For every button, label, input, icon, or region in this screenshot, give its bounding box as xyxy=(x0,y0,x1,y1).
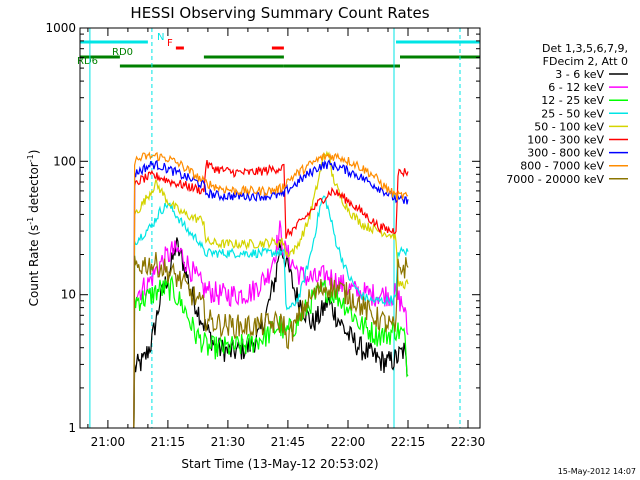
y-tick-label: 1000 xyxy=(45,21,76,35)
y-axis-label: Count Rate (s-1 detector-1) xyxy=(26,150,41,307)
status-rd0-label: RD0 xyxy=(112,47,133,58)
x-tick-label: 22:30 xyxy=(451,435,486,449)
status-n-label: N xyxy=(157,32,164,43)
y-tick-label: 1 xyxy=(68,421,76,435)
y-tick-label: 100 xyxy=(53,154,76,168)
x-tick-label: 21:15 xyxy=(151,435,186,449)
x-axis: 21:00 21:15 21:30 21:45 22:00 22:15 22:30 xyxy=(87,28,486,449)
x-tick-label: 22:15 xyxy=(391,435,426,449)
legend-label-50-100-kev: 50 - 100 keV xyxy=(534,120,604,133)
y-tick-label: 10 xyxy=(61,288,76,302)
y-axis-label-sup: -1 xyxy=(26,217,35,225)
legend-label-12-25-kev: 12 - 25 keV xyxy=(541,94,604,107)
series-800-7000-kev xyxy=(133,151,409,429)
x-tick-label: 21:30 xyxy=(211,435,246,449)
status-f-label: F xyxy=(167,38,173,49)
series-7000-20000-kev xyxy=(133,251,409,429)
legend-label-800-7000-kev: 800 - 7000 keV xyxy=(520,160,604,173)
timestamp: 15-May-2012 14:07 xyxy=(558,467,636,476)
x-tick-label: 22:00 xyxy=(331,435,366,449)
series-100-300-kev xyxy=(133,160,409,429)
x-tick-label: 21:45 xyxy=(271,435,306,449)
y-axis: 1 10 100 1000 xyxy=(45,21,480,435)
status-bars: NF RD0 RD6 xyxy=(77,32,480,68)
legend-label-25-50-kev: 25 - 50 keV xyxy=(541,107,604,120)
legend: Det 1,3,5,6,7,9,FDecim 2, Att 03 - 6 keV… xyxy=(506,42,628,186)
legend-label-3-6-kev: 3 - 6 keV xyxy=(555,68,604,81)
y-axis-label-main: Count Rate (s xyxy=(27,225,41,307)
legend-label-7000-20000-kev: 7000 - 20000 keV xyxy=(506,173,604,186)
chart-title: HESSI Observing Summary Count Rates xyxy=(130,4,429,22)
series-25-50-kev xyxy=(133,195,409,429)
y-axis-label-mid: detector xyxy=(27,162,41,217)
legend-label-6-12-kev: 6 - 12 keV xyxy=(548,81,604,94)
series-3-6-kev xyxy=(133,237,409,429)
plot-frame xyxy=(79,27,481,429)
legend-label-300-800-kev: 300 - 800 keV xyxy=(527,147,604,160)
y-axis-label-end: ) xyxy=(27,150,41,155)
y-axis-label-sup2: -1 xyxy=(26,154,35,162)
series-50-100-kev xyxy=(133,150,409,429)
status-rd6-label: RD6 xyxy=(77,56,98,67)
legend-header-line: Det 1,3,5,6,7,9, xyxy=(542,42,628,55)
series-300-800-kev xyxy=(133,159,409,429)
legend-header-line: FDecim 2, Att 0 xyxy=(543,55,628,68)
x-tick-label: 21:00 xyxy=(91,435,126,449)
x-axis-label: Start Time (13-May-12 20:53:02) xyxy=(181,457,378,471)
legend-label-100-300-kev: 100 - 300 keV xyxy=(527,134,604,147)
series-lines xyxy=(133,150,409,429)
